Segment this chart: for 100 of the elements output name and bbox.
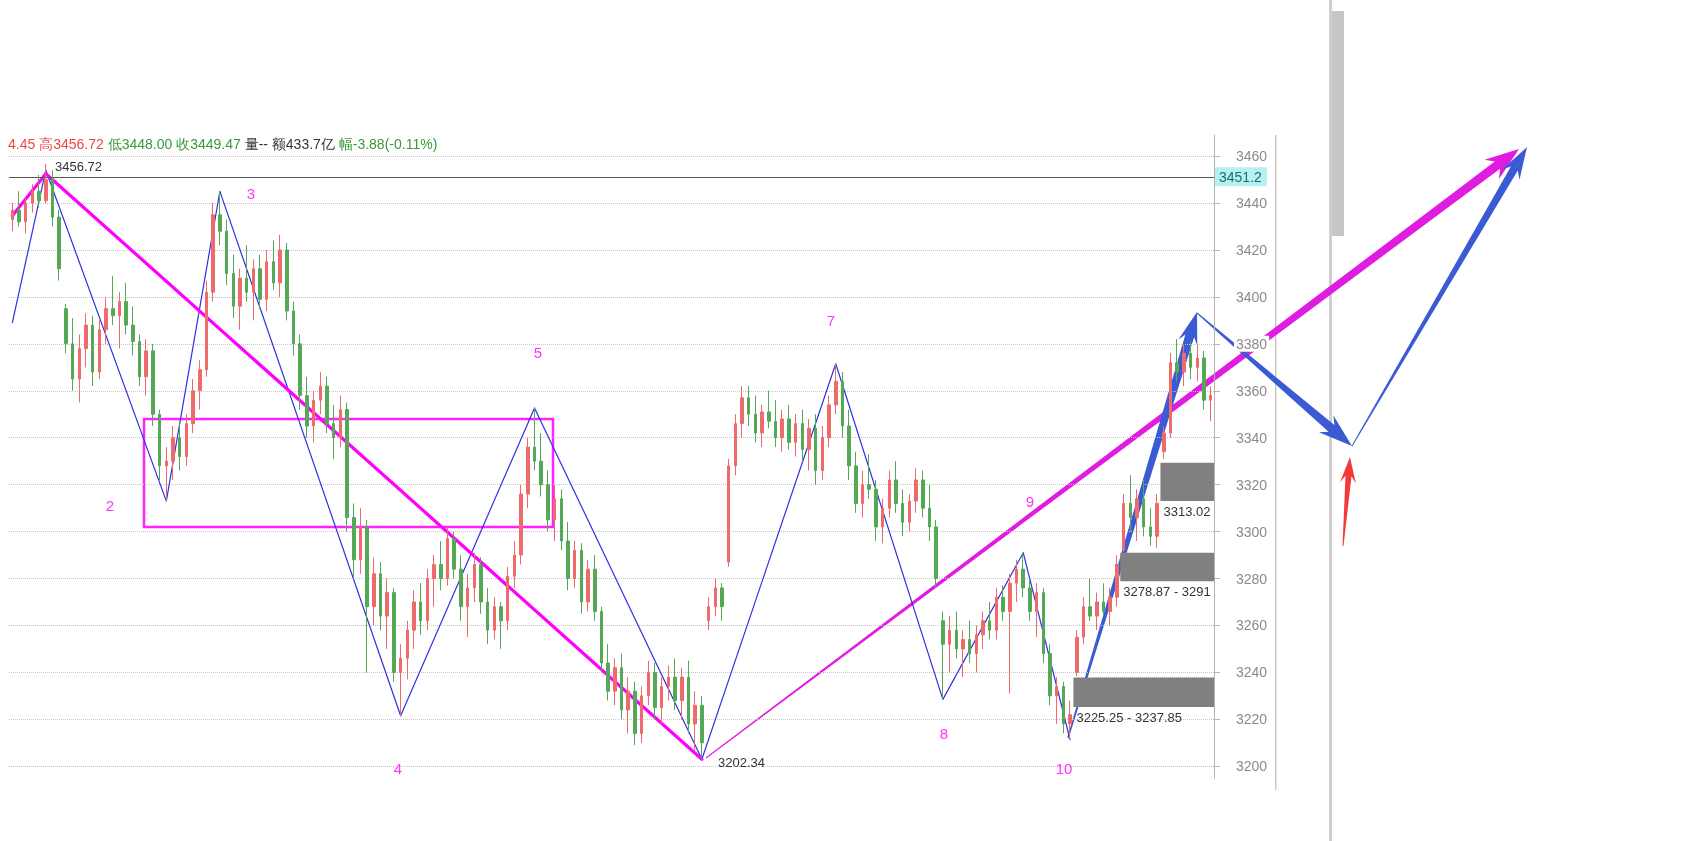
- candlestick: [1162, 425, 1166, 460]
- candlestick: [1142, 479, 1145, 537]
- candlestick: [432, 554, 436, 608]
- candlestick: [1189, 341, 1192, 380]
- candlestick: [238, 268, 242, 331]
- candlestick: [198, 359, 202, 411]
- candlestick: [827, 394, 831, 448]
- candlestick: [693, 690, 697, 751]
- candlestick: [24, 197, 27, 235]
- annotation: 4: [393, 759, 403, 777]
- chart-title: 4.45 高3456.72 低3448.00 收3449.47 量-- 额433.7亿 幅-3.88(-0.11%): [8, 136, 438, 152]
- candlestick: [841, 371, 844, 439]
- candlestick: [653, 662, 657, 720]
- candlestick: [533, 407, 536, 472]
- candlestick: [894, 460, 898, 514]
- candlestick: [1008, 573, 1012, 695]
- candlestick: [151, 343, 155, 427]
- candlestick: [1021, 552, 1025, 598]
- candlestick: [560, 488, 563, 551]
- candlestick: [955, 610, 958, 659]
- candlestick: [365, 519, 369, 673]
- ref-line-label: 3451.2: [1219, 168, 1263, 185]
- candlestick: [104, 296, 108, 345]
- y-tick-label: 3300: [1236, 523, 1268, 540]
- candlestick: [64, 303, 68, 354]
- candlestick: [178, 420, 181, 472]
- candlestick: [600, 606, 603, 673]
- candlestick: [814, 413, 817, 486]
- candlestick: [787, 404, 791, 450]
- candlestick: [158, 409, 161, 481]
- candlestick: [84, 312, 88, 368]
- candlestick: [312, 390, 315, 443]
- candlestick: [31, 183, 34, 213]
- candlestick: [305, 376, 309, 439]
- candlestick: [847, 409, 851, 481]
- candlestick: [171, 425, 175, 481]
- candlestick: [740, 385, 744, 439]
- candlestick: [1055, 676, 1058, 725]
- annotation: 8: [939, 724, 949, 742]
- candlestick: [1115, 554, 1119, 608]
- candlestick: [211, 202, 215, 303]
- candlestick: [44, 163, 48, 204]
- candlestick: [707, 596, 710, 631]
- candlestick: [1169, 352, 1172, 439]
- candlestick: [673, 657, 677, 711]
- candlestick: [908, 493, 911, 533]
- candlestick: [412, 589, 416, 650]
- y-tick-label: 3220: [1236, 711, 1268, 728]
- candlestick: [1209, 385, 1212, 422]
- candlestick: [1001, 585, 1005, 622]
- candlestick: [278, 234, 282, 298]
- candlestick: [1122, 493, 1125, 553]
- candlestick: [734, 413, 737, 476]
- candlestick: [298, 333, 302, 411]
- candlestick: [921, 470, 925, 519]
- candlestick: [245, 244, 248, 303]
- candlestick: [948, 615, 951, 673]
- candlestick: [928, 484, 931, 542]
- candlestick: [573, 540, 576, 589]
- candlestick: [446, 526, 449, 587]
- candlestick: [941, 610, 945, 700]
- candlestick: [1155, 493, 1159, 549]
- candlestick: [165, 446, 168, 502]
- candlestick: [499, 601, 503, 650]
- candlestick: [339, 394, 342, 448]
- candlestick: [881, 498, 884, 544]
- y-tick-label: 3260: [1236, 617, 1268, 634]
- candlestick: [452, 531, 456, 580]
- candlestick: [406, 620, 409, 680]
- candlestick: [620, 653, 623, 720]
- candlestick: [506, 566, 509, 631]
- candlestick: [968, 620, 971, 664]
- candlestick: [901, 488, 904, 537]
- y-tick-label: 3400: [1236, 288, 1268, 305]
- candlestick: [372, 556, 376, 626]
- candlestick: [124, 282, 128, 335]
- annotation: 7: [826, 311, 836, 329]
- candlestick: [975, 624, 978, 673]
- y-tick-label: 3440: [1236, 195, 1268, 212]
- candlestick: [473, 552, 476, 603]
- y-tick-label: 3200: [1236, 758, 1268, 775]
- candlestick: [667, 664, 670, 702]
- y-tick-label: 3340: [1236, 429, 1268, 446]
- candlestick: [914, 467, 918, 514]
- annotation: 5: [533, 343, 543, 361]
- candlestick: [834, 363, 838, 415]
- candlestick: [1035, 582, 1038, 638]
- candlestick: [479, 556, 483, 615]
- annotation: 9: [1025, 492, 1035, 510]
- candlestick: [807, 418, 811, 472]
- candlestick: [995, 587, 998, 641]
- candlestick: [144, 338, 148, 396]
- candlestick: [961, 629, 965, 678]
- candlestick: [1095, 592, 1099, 631]
- candlestick: [526, 437, 530, 509]
- y-tick-label: 3280: [1236, 570, 1268, 587]
- candlestick: [794, 413, 797, 457]
- candlestick: [98, 319, 101, 380]
- candlestick: [1175, 338, 1179, 382]
- candlestick: [1196, 343, 1199, 382]
